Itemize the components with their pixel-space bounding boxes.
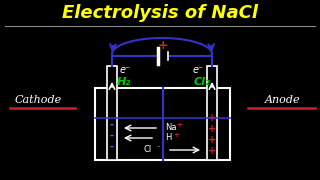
Text: -: - bbox=[110, 120, 114, 130]
Text: e⁻: e⁻ bbox=[119, 65, 131, 75]
Text: +: + bbox=[208, 113, 216, 123]
Text: +: + bbox=[208, 135, 216, 145]
Text: ⁻: ⁻ bbox=[157, 145, 161, 151]
Text: +: + bbox=[176, 122, 182, 128]
Text: e⁻: e⁻ bbox=[192, 65, 204, 75]
Bar bbox=[107, 66, 117, 160]
Text: +: + bbox=[173, 132, 179, 138]
Text: +: + bbox=[158, 39, 168, 51]
Bar bbox=[207, 66, 217, 160]
Text: Anode: Anode bbox=[265, 95, 301, 105]
Text: +: + bbox=[208, 146, 216, 156]
Text: Cathode: Cathode bbox=[14, 95, 62, 105]
Text: Cl: Cl bbox=[143, 145, 151, 154]
Text: Na: Na bbox=[165, 123, 177, 132]
Text: Cl₂: Cl₂ bbox=[194, 77, 211, 87]
Bar bbox=[95, 88, 230, 160]
Text: H: H bbox=[165, 134, 172, 143]
Text: H₂: H₂ bbox=[117, 77, 131, 87]
Text: +: + bbox=[208, 124, 216, 134]
Text: -: - bbox=[110, 131, 114, 141]
Text: -: - bbox=[110, 142, 114, 152]
Text: Electrolysis of NaCl: Electrolysis of NaCl bbox=[62, 4, 258, 22]
